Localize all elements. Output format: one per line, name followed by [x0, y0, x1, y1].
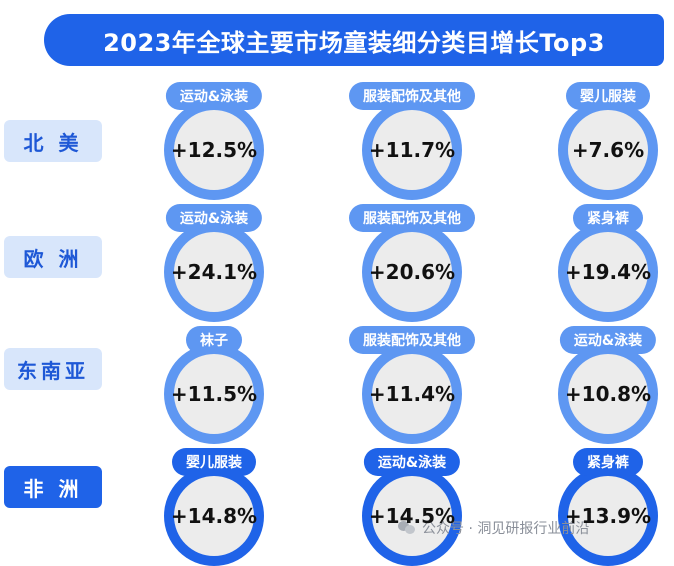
region-label: 东南亚	[4, 348, 102, 390]
region-label: 欧 洲	[4, 236, 102, 278]
growth-circle	[568, 476, 648, 556]
growth-value: +11.4%	[368, 382, 456, 406]
growth-item: 服装配饰及其他 +20.6%	[347, 204, 477, 322]
growth-item: 婴儿服装 +14.8%	[149, 448, 279, 566]
category-tag: 运动&泳装	[363, 448, 461, 476]
growth-circle	[174, 232, 254, 312]
category-tag: 袜子	[186, 326, 242, 354]
growth-value: +7.6%	[571, 138, 645, 162]
category-tag: 婴儿服装	[566, 82, 650, 110]
chart-title: 2023年全球主要市场童装细分类目增长Top3	[44, 14, 664, 66]
category-tag: 服装配饰及其他	[349, 82, 475, 110]
growth-circle	[568, 354, 648, 434]
growth-value: +14.8%	[170, 504, 258, 528]
watermark-text: 公众号 · 洞见研报行业前沿	[422, 521, 590, 537]
growth-circle	[568, 110, 648, 190]
growth-ring	[362, 466, 462, 566]
growth-value: +13.9%	[564, 504, 652, 528]
region-label: 非 洲	[4, 466, 102, 508]
growth-item: 运动&泳装 +24.1%	[149, 204, 279, 322]
growth-circle	[372, 354, 452, 434]
watermark: 公众号 · 洞见研报行业前沿	[398, 518, 589, 538]
growth-value: +24.1%	[170, 260, 258, 284]
growth-circle	[372, 232, 452, 312]
growth-ring	[558, 100, 658, 200]
growth-circle	[174, 476, 254, 556]
category-tag: 运动&泳装	[165, 82, 263, 110]
growth-item: 运动&泳装 +14.5%	[347, 448, 477, 566]
category-tag: 运动&泳装	[165, 204, 263, 232]
growth-item: 服装配饰及其他 +11.7%	[347, 82, 477, 200]
growth-circle	[372, 476, 452, 556]
growth-item: 紧身裤 +13.9%	[543, 448, 673, 566]
growth-ring	[558, 466, 658, 566]
growth-ring	[362, 344, 462, 444]
category-tag: 运动&泳装	[559, 326, 657, 354]
growth-value: +20.6%	[368, 260, 456, 284]
growth-value: +12.5%	[170, 138, 258, 162]
growth-ring	[362, 222, 462, 322]
growth-item: 婴儿服装 +7.6%	[543, 82, 673, 200]
growth-value: +14.5%	[368, 504, 456, 528]
growth-ring	[164, 100, 264, 200]
growth-circle	[372, 110, 452, 190]
growth-value: +11.5%	[170, 382, 258, 406]
growth-ring	[164, 344, 264, 444]
region-label: 北 美	[4, 120, 102, 162]
growth-circle	[174, 110, 254, 190]
growth-ring	[164, 222, 264, 322]
growth-item: 袜子 +11.5%	[149, 326, 279, 444]
category-tag: 紧身裤	[573, 204, 643, 232]
category-tag: 服装配饰及其他	[349, 326, 475, 354]
wechat-icon	[398, 521, 416, 535]
category-tag: 服装配饰及其他	[349, 204, 475, 232]
growth-ring	[164, 466, 264, 566]
growth-item: 紧身裤 +19.4%	[543, 204, 673, 322]
growth-value: +11.7%	[368, 138, 456, 162]
growth-ring	[558, 344, 658, 444]
growth-circle	[568, 232, 648, 312]
growth-item: 运动&泳装 +12.5%	[149, 82, 279, 200]
growth-circle	[174, 354, 254, 434]
category-tag: 紧身裤	[573, 448, 643, 476]
growth-value: +10.8%	[564, 382, 652, 406]
growth-value: +19.4%	[564, 260, 652, 284]
category-tag: 婴儿服装	[172, 448, 256, 476]
growth-item: 服装配饰及其他 +11.4%	[347, 326, 477, 444]
growth-ring	[558, 222, 658, 322]
growth-ring	[362, 100, 462, 200]
growth-item: 运动&泳装 +10.8%	[543, 326, 673, 444]
